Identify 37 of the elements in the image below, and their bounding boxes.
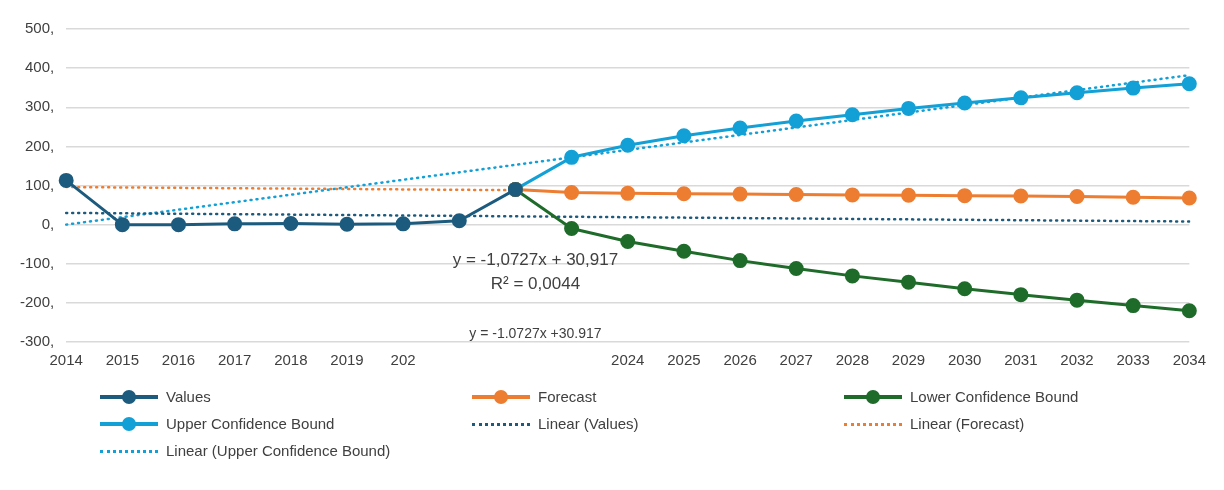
legend-label: Forecast (538, 388, 597, 405)
x-tick-label: 2028 (835, 351, 870, 369)
y-tick-label: 100, (24, 175, 55, 193)
x-tick-label: 2033 (1116, 351, 1150, 369)
x-tick-label: 2014 (49, 351, 83, 369)
x-tick-label: 2015 (105, 351, 140, 369)
y-tick-label: -200, (19, 293, 55, 311)
x-tick-label: 2032 (1060, 351, 1094, 369)
y-tick-label: -300, (19, 332, 55, 350)
y-tick-label: -100, (19, 253, 55, 271)
x-tick-label: 2026 (723, 351, 757, 369)
x-tick-label: 2016 (161, 351, 196, 369)
x-tick-label: 2029 (891, 351, 926, 369)
x-tick-label: 2031 (1004, 351, 1038, 369)
x-tick-label: 2024 (611, 351, 645, 369)
y-tick-label: 200, (24, 136, 55, 154)
x-tick-label: 2018 (274, 351, 308, 369)
y-tick-label: 300, (24, 97, 55, 115)
x-tick-label: 202 (390, 351, 416, 369)
x-tick-label: 2025 (667, 351, 701, 369)
x-tick-label: 2017 (217, 351, 252, 369)
annotation: y = -1,0727x + 30,917 (452, 249, 619, 269)
x-tick-label: 2027 (779, 351, 813, 369)
legend-label: Linear (Values) (538, 415, 639, 432)
x-tick-label: 2034 (1172, 351, 1206, 369)
y-tick-label: 500, (24, 19, 55, 37)
legend-label: Upper Confidence Bound (166, 415, 335, 432)
legend-label: Linear (Upper Confidence Bound) (166, 442, 391, 459)
x-tick-label: 2030 (948, 351, 982, 369)
x-tick-label: 2019 (330, 351, 364, 369)
legend-label: Values (166, 388, 211, 405)
legend-label: Linear (Forecast) (910, 415, 1025, 432)
y-tick-label: 400, (24, 58, 55, 76)
annotation: R² = 0,0044 (490, 273, 581, 293)
legend-label: Lower Confidence Bound (910, 388, 1079, 405)
annotation: y = -1.0727x +30.917 (469, 324, 602, 341)
y-tick-label: 0, (41, 214, 55, 232)
